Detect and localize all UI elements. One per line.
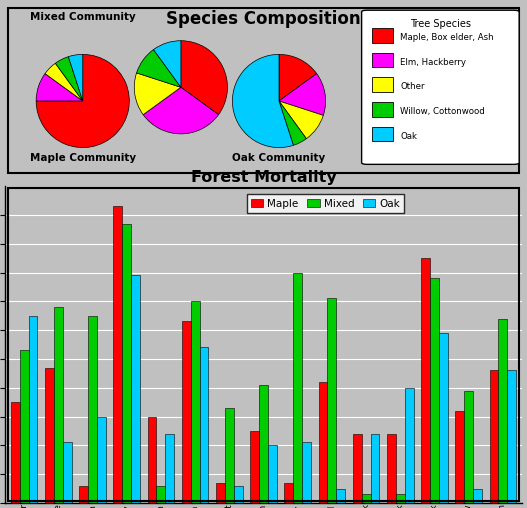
Text: Other: Other [401, 82, 425, 91]
Bar [200, 347, 209, 503]
Bar [88, 315, 97, 503]
Bar [113, 206, 122, 503]
Bar [28, 315, 37, 503]
Bar [259, 385, 268, 503]
Bar [499, 319, 508, 503]
Bar [165, 434, 174, 503]
Bar [19, 351, 28, 503]
Text: Oak: Oak [401, 132, 417, 141]
Legend: Maple, Mixed, Oak: Maple, Mixed, Oak [247, 195, 404, 213]
Bar [396, 494, 405, 503]
Bar [148, 417, 157, 503]
Bar [79, 486, 88, 503]
Bar [362, 494, 370, 503]
Bar [508, 370, 516, 503]
Bar [45, 368, 54, 503]
Bar [327, 298, 336, 503]
Bar [285, 483, 293, 503]
Bar [372, 53, 393, 68]
Bar [370, 434, 379, 503]
Bar [372, 102, 393, 117]
Bar [131, 275, 140, 503]
Bar [182, 322, 191, 503]
Bar [225, 408, 234, 503]
Text: Mixed Community: Mixed Community [30, 12, 135, 22]
Bar [157, 486, 165, 503]
Bar [250, 431, 259, 503]
Bar [268, 446, 277, 503]
Bar [216, 483, 225, 503]
Text: Elm, Hackberry: Elm, Hackberry [401, 57, 466, 67]
Title: Forest Mortality: Forest Mortality [191, 170, 336, 185]
Bar [405, 388, 414, 503]
Bar [473, 489, 482, 503]
FancyBboxPatch shape [8, 8, 519, 173]
Bar [372, 77, 393, 92]
Bar [439, 333, 448, 503]
Bar [11, 402, 19, 503]
Text: Maple, Box elder, Ash: Maple, Box elder, Ash [401, 33, 494, 42]
Bar [302, 442, 311, 503]
Bar [63, 442, 72, 503]
Bar [372, 126, 393, 141]
Text: Tree Species: Tree Species [410, 19, 471, 29]
Text: Species Composition: Species Composition [166, 10, 361, 28]
Text: Maple Community: Maple Community [30, 152, 136, 163]
Bar [490, 370, 499, 503]
Bar [353, 434, 362, 503]
FancyBboxPatch shape [362, 10, 519, 165]
Bar [191, 301, 200, 503]
Bar [97, 417, 106, 503]
Bar [318, 382, 327, 503]
Bar [234, 486, 242, 503]
Bar [455, 411, 464, 503]
Bar [372, 28, 393, 43]
Bar [430, 278, 439, 503]
Bar [54, 307, 63, 503]
Bar [293, 272, 302, 503]
Bar [421, 258, 430, 503]
Bar [336, 489, 345, 503]
Bar [122, 224, 131, 503]
Bar [387, 434, 396, 503]
Text: Willow, Cottonwood: Willow, Cottonwood [401, 107, 485, 116]
Text: Oak Community: Oak Community [232, 152, 326, 163]
Bar [464, 391, 473, 503]
